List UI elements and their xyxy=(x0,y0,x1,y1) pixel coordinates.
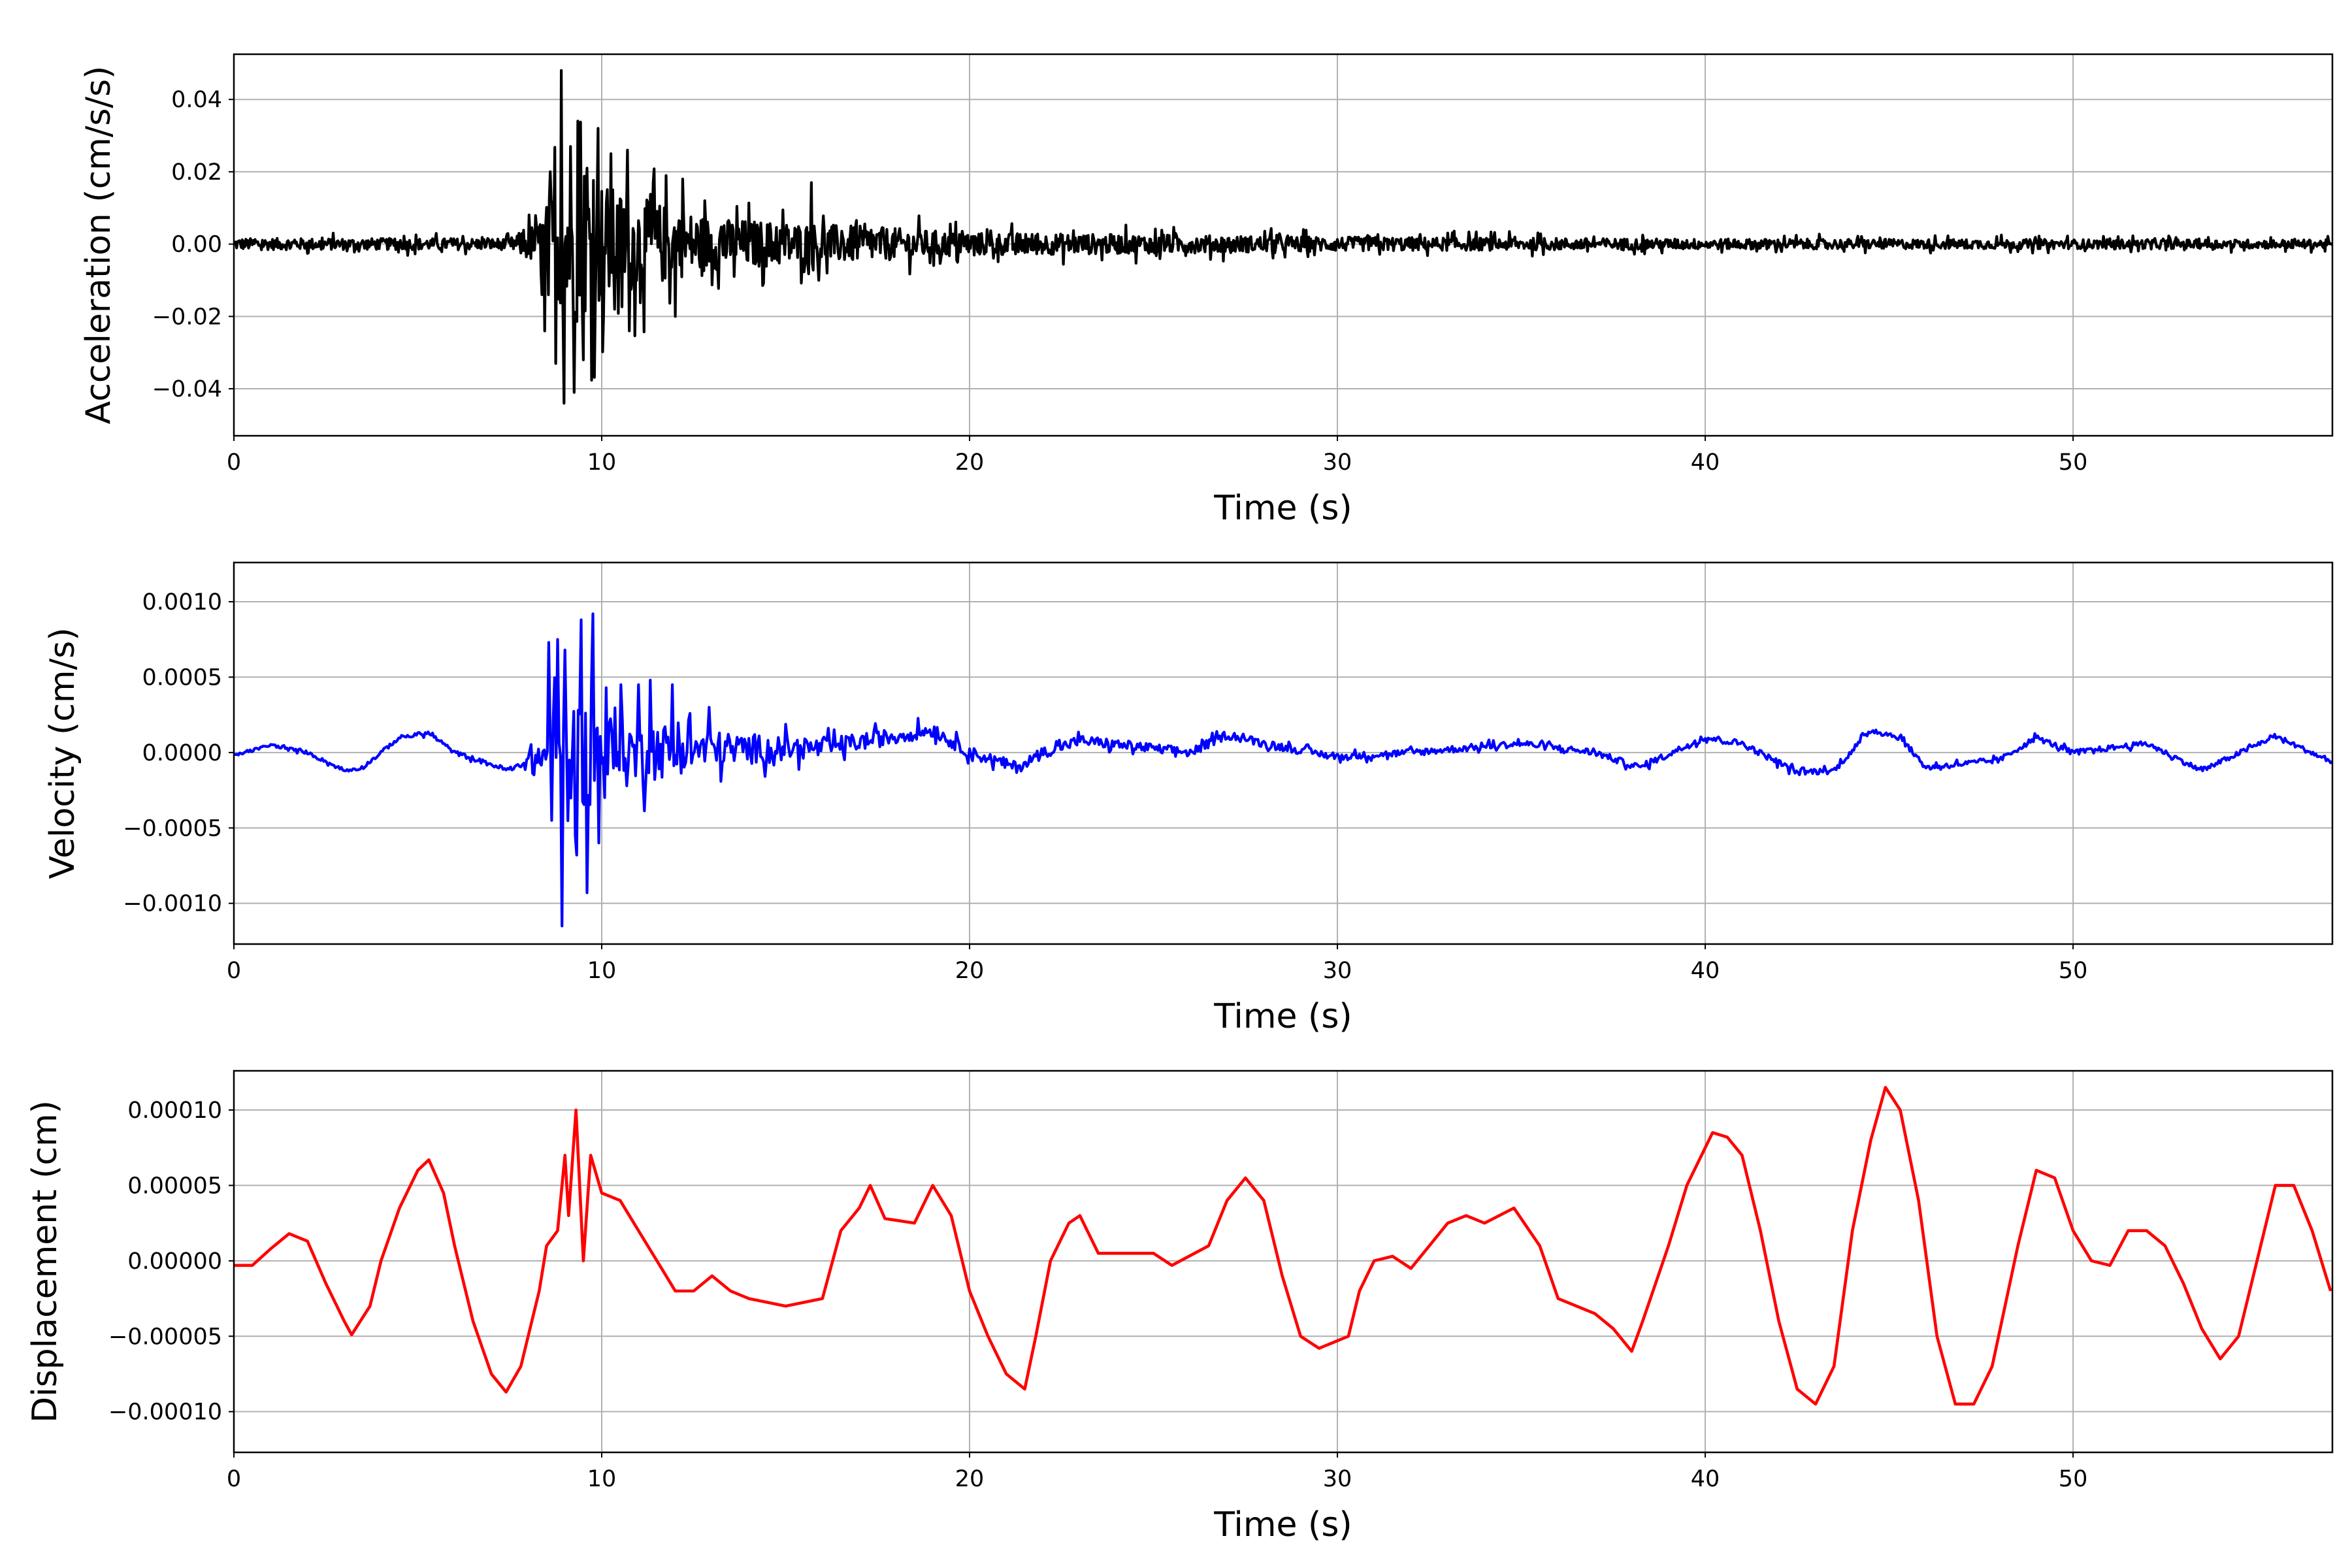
y-axis-label: Velocity (cm/s) xyxy=(43,628,82,879)
x-tick-label: 40 xyxy=(1691,958,1720,984)
y-tick-label: 0.00000 xyxy=(127,1249,222,1275)
y-tick-label: 0.00010 xyxy=(127,1098,222,1124)
y-tick-label: −0.02 xyxy=(152,304,222,330)
y-tick-label: 0.0005 xyxy=(142,664,222,691)
x-tick-label: 20 xyxy=(955,958,985,984)
y-tick-label: 0.02 xyxy=(171,159,222,186)
x-tick-label: 40 xyxy=(1691,449,1720,476)
x-tick-label: 0 xyxy=(227,449,241,476)
y-tick-label: 0.04 xyxy=(171,87,222,113)
x-tick-label: 20 xyxy=(955,449,985,476)
x-tick-label: 50 xyxy=(2059,1466,2088,1492)
x-axis-label: Time (s) xyxy=(1213,1505,1352,1544)
y-tick-label: −0.0010 xyxy=(123,891,222,917)
displacement-series-line xyxy=(234,1086,2332,1406)
y-tick-label: 0.0000 xyxy=(142,740,222,766)
x-tick-label: 40 xyxy=(1691,1466,1720,1492)
velocity-series-line xyxy=(234,612,2332,928)
x-tick-label: 0 xyxy=(227,958,241,984)
x-axis-label: Time (s) xyxy=(1213,997,1352,1036)
y-tick-label: −0.00010 xyxy=(108,1399,222,1426)
axes-frame xyxy=(233,53,2334,437)
x-axis-label: Time (s) xyxy=(1213,489,1352,528)
x-tick-label: 10 xyxy=(587,449,617,476)
acceleration-axes: Acceleration (cm/s/s) Time (s) 0 10 20 30 40… xyxy=(79,53,2334,528)
x-tick-label: 30 xyxy=(1323,1466,1352,1492)
y-tick-label: −0.04 xyxy=(152,376,222,402)
x-tick-label: 30 xyxy=(1323,958,1352,984)
x-tick-label: 50 xyxy=(2059,958,2088,984)
x-tick-label: 30 xyxy=(1323,449,1352,476)
x-tick-label: 10 xyxy=(587,958,617,984)
x-tick-label: 10 xyxy=(587,1466,617,1492)
axes-frame xyxy=(233,1070,2334,1454)
acceleration-series-line xyxy=(234,69,2332,405)
y-tick-label: 0.00005 xyxy=(127,1173,222,1199)
x-tick-label: 20 xyxy=(955,1466,985,1492)
y-axis-label: Acceleration (cm/s/s) xyxy=(79,66,118,425)
axes-frame xyxy=(233,561,2334,945)
displacement-axes: Displacement (cm) Time (s) 0 10 20 30 40 50 −0… xyxy=(25,1070,2334,1544)
x-tick-label: 0 xyxy=(227,1466,241,1492)
y-tick-label: 0.00 xyxy=(171,232,222,258)
x-tick-label: 50 xyxy=(2059,449,2088,476)
y-axis-label: Displacement (cm) xyxy=(25,1100,65,1423)
y-tick-label: 0.0010 xyxy=(142,589,222,615)
velocity-axes: Velocity (cm/s) Time (s) 0 10 20 30 40 50 −0.0… xyxy=(43,561,2334,1036)
y-tick-label: −0.00005 xyxy=(108,1324,222,1350)
y-tick-label: −0.0005 xyxy=(123,815,222,841)
